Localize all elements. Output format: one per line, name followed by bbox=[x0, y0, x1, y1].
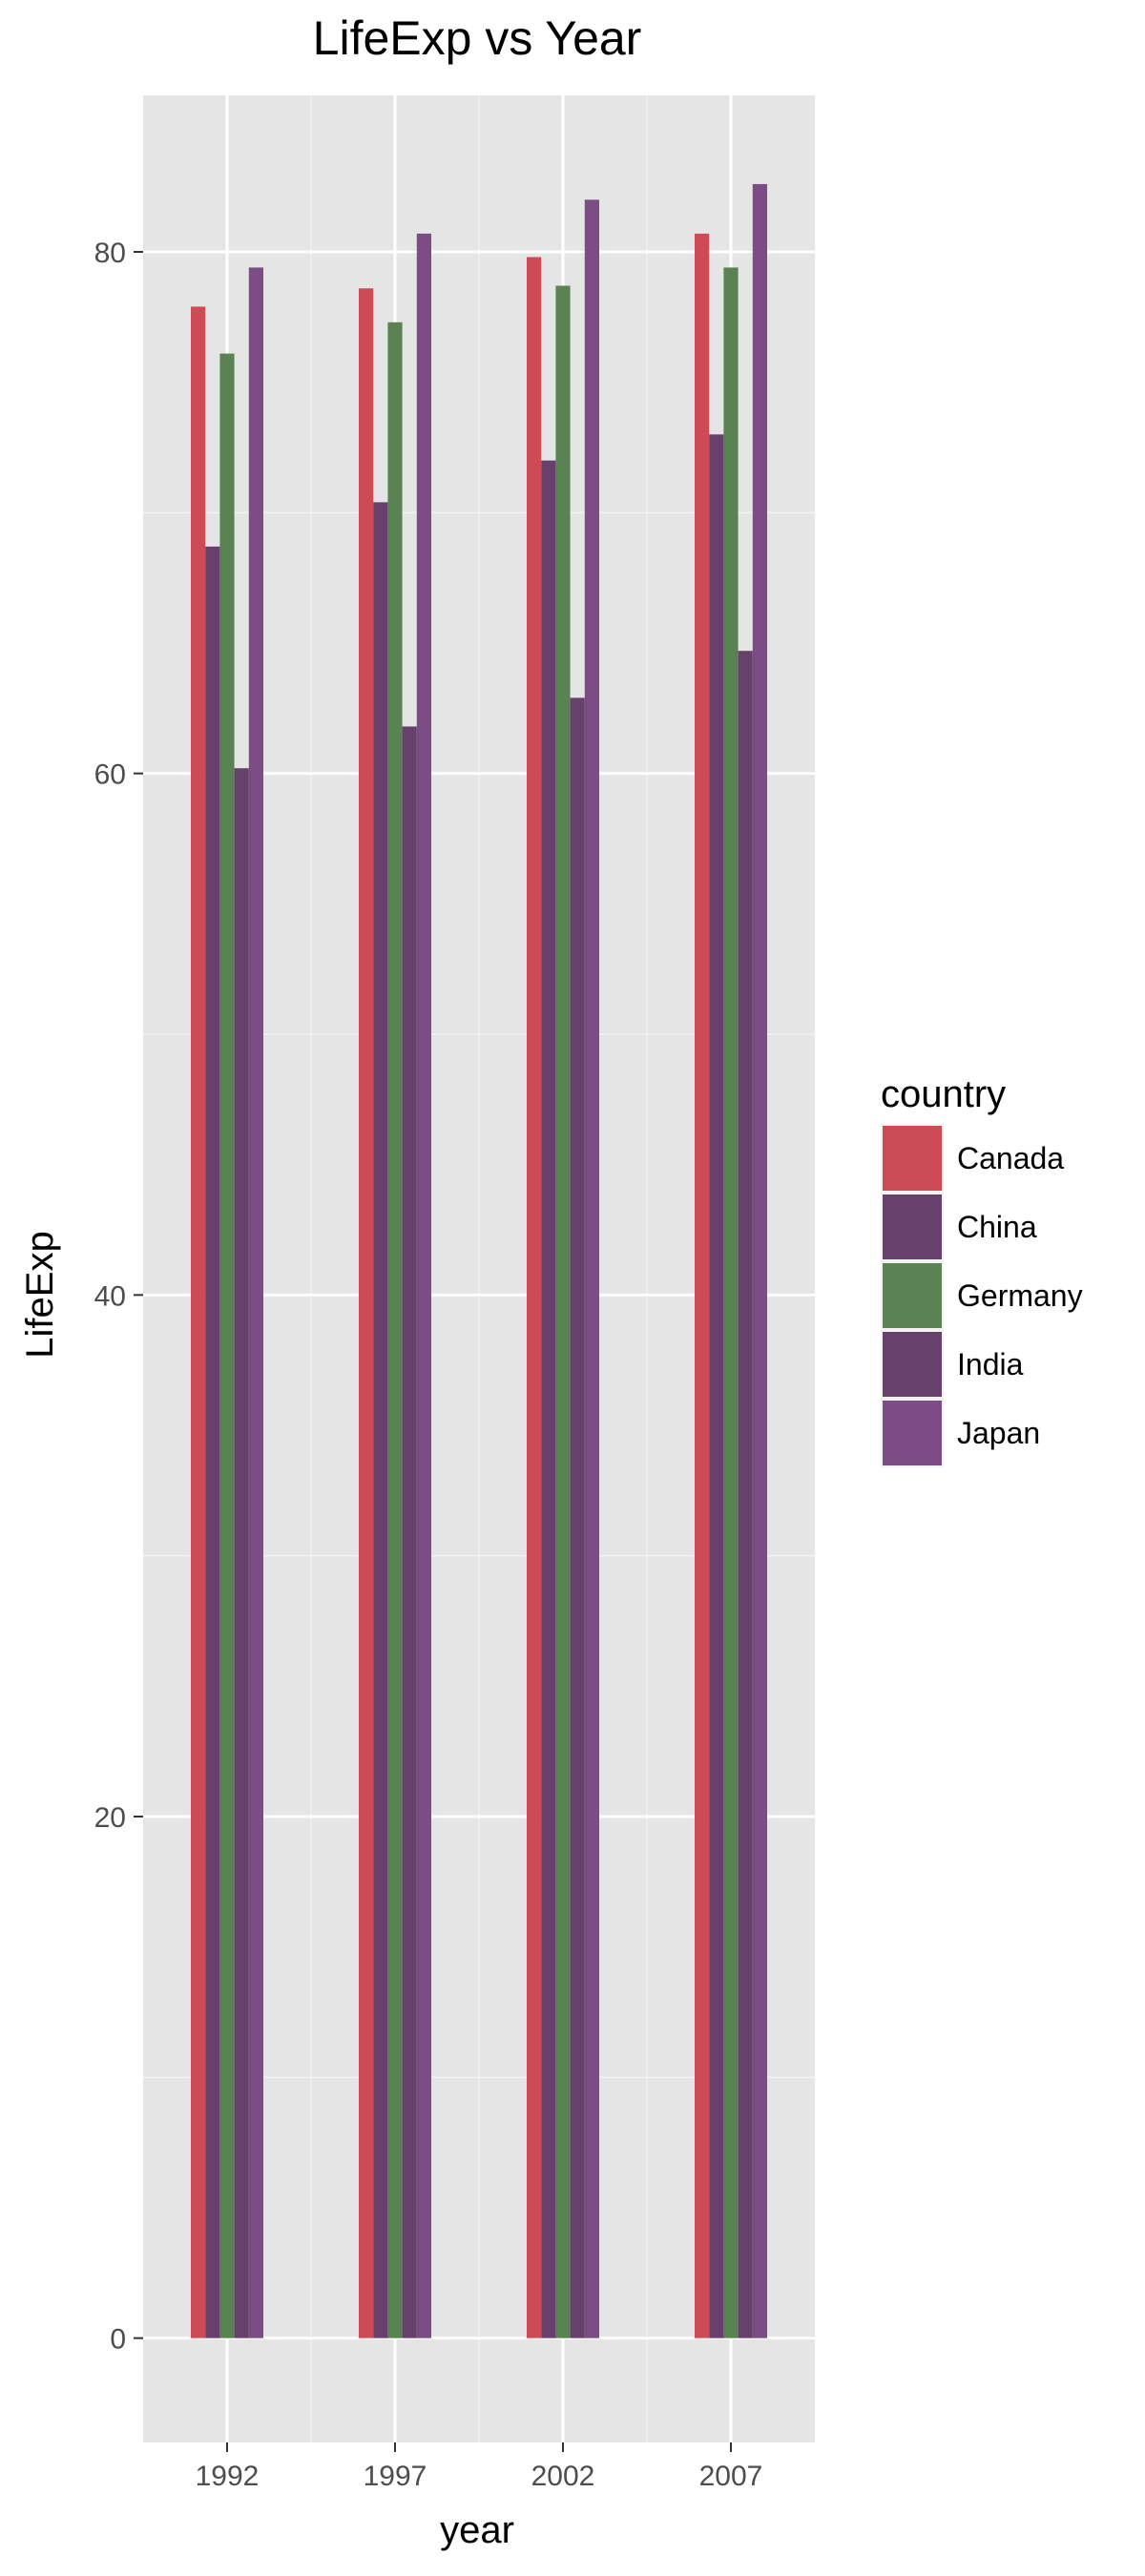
chart-title: LifeExp vs Year bbox=[313, 11, 642, 65]
legend-label-canada: Canada bbox=[957, 1141, 1064, 1175]
bar-japan-1992 bbox=[248, 267, 263, 2338]
bar-japan-2002 bbox=[584, 199, 599, 2338]
y-tick-label: 80 bbox=[94, 238, 126, 269]
legend-label-india: India bbox=[957, 1347, 1024, 1381]
y-tick-label: 40 bbox=[94, 1280, 126, 1312]
bar-china-1992 bbox=[205, 546, 220, 2338]
legend: country Canada China Germany India Japan bbox=[881, 1073, 1083, 1467]
legend-label-china: China bbox=[957, 1210, 1037, 1244]
legend-label-germany: Germany bbox=[957, 1278, 1083, 1313]
bar-india-1992 bbox=[234, 768, 249, 2338]
bar-germany-2002 bbox=[555, 285, 571, 2338]
y-tick-label: 60 bbox=[94, 759, 126, 791]
bars bbox=[191, 183, 767, 2338]
bar-germany-1997 bbox=[387, 322, 403, 2338]
x-axis: 1992 1997 2002 2007 bbox=[196, 2442, 763, 2492]
bar-china-1997 bbox=[373, 502, 388, 2338]
x-tick-label: 2007 bbox=[699, 2461, 763, 2492]
y-axis-title: LifeExp bbox=[19, 1231, 61, 1358]
bar-china-2002 bbox=[541, 460, 556, 2338]
legend-swatch-canada bbox=[883, 1126, 942, 1191]
bar-germany-2007 bbox=[723, 267, 739, 2338]
bar-germany-1992 bbox=[219, 353, 235, 2338]
x-axis-title: year bbox=[440, 2509, 514, 2551]
x-tick-label: 1992 bbox=[196, 2461, 260, 2492]
legend-swatch-china bbox=[883, 1195, 942, 1259]
bar-canada-2007 bbox=[695, 233, 710, 2338]
legend-swatch-japan bbox=[883, 1401, 942, 1465]
y-tick-label: 20 bbox=[94, 1802, 126, 1834]
bar-china-2007 bbox=[709, 434, 724, 2338]
legend-title: country bbox=[881, 1073, 1006, 1115]
bar-india-1997 bbox=[402, 726, 417, 2338]
bar-canada-1992 bbox=[191, 306, 206, 2338]
bar-japan-2007 bbox=[752, 183, 767, 2338]
x-tick-label: 1997 bbox=[364, 2461, 427, 2492]
bar-india-2007 bbox=[738, 651, 753, 2338]
bar-canada-2002 bbox=[527, 257, 542, 2338]
y-tick-label: 0 bbox=[110, 2324, 126, 2356]
x-tick-label: 2002 bbox=[531, 2461, 595, 2492]
legend-swatch-germany bbox=[883, 1263, 942, 1328]
legend-swatch-india bbox=[883, 1332, 942, 1397]
bar-canada-1997 bbox=[359, 288, 374, 2338]
y-axis: 0 20 40 60 80 bbox=[94, 238, 143, 2356]
bar-india-2002 bbox=[570, 697, 585, 2338]
bar-japan-1997 bbox=[416, 233, 431, 2338]
legend-label-japan: Japan bbox=[957, 1416, 1040, 1450]
